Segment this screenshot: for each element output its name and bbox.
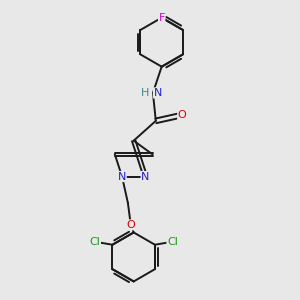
- Text: O: O: [178, 110, 186, 120]
- Text: Cl: Cl: [90, 237, 101, 247]
- Text: H: H: [141, 88, 149, 98]
- Text: Cl: Cl: [167, 237, 178, 247]
- Text: N: N: [153, 88, 162, 98]
- Text: F: F: [158, 13, 165, 23]
- Text: O: O: [126, 220, 135, 230]
- Text: N: N: [141, 172, 149, 182]
- Text: N: N: [118, 172, 126, 182]
